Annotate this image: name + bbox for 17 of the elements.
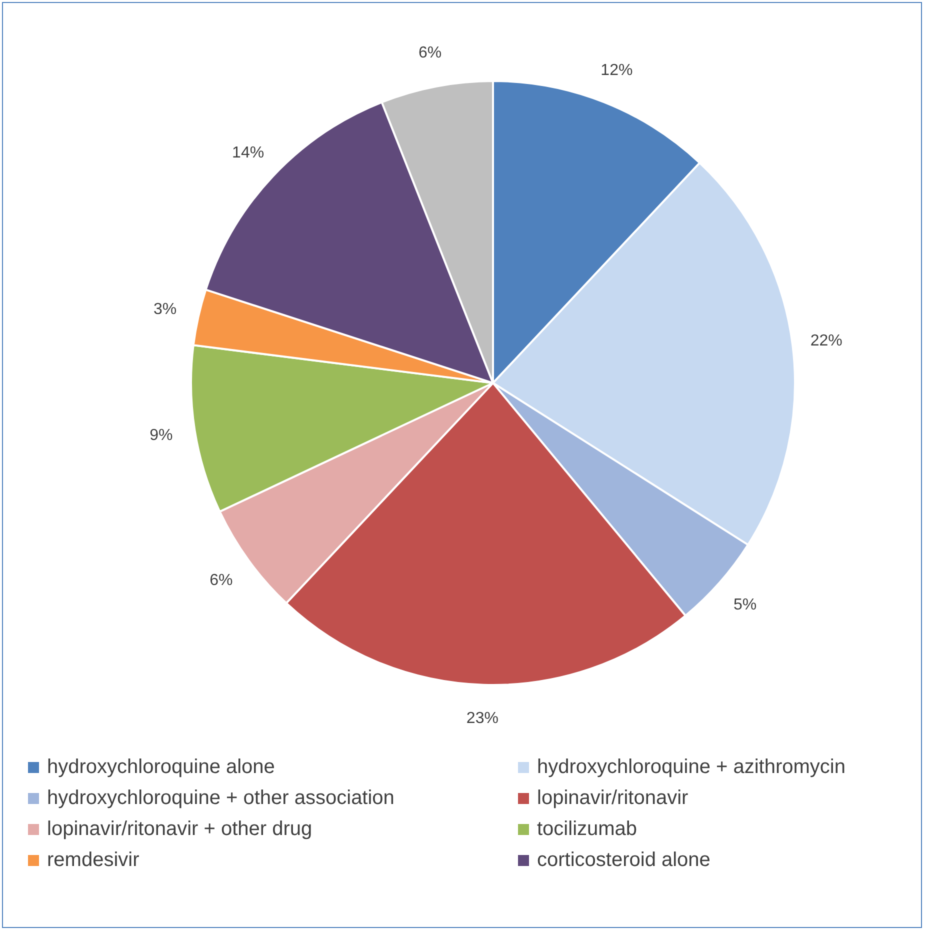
data-label: 9%	[150, 426, 173, 444]
data-label: 3%	[154, 301, 177, 318]
legend-label: hydroxychloroquine alone	[47, 756, 275, 779]
legend-label: hydroxychloroquine + azithromycin	[537, 756, 846, 779]
legend-label: tocilizumab	[537, 818, 638, 841]
data-label: 22%	[810, 332, 842, 350]
data-label: 12%	[600, 62, 633, 79]
legend-label: remdesivir	[47, 849, 140, 872]
data-label: 6%	[418, 44, 442, 62]
legend-label: corticosteroid alone	[537, 849, 710, 872]
legend-label: hydroxychloroquine + other association	[47, 787, 394, 810]
data-label: 23%	[466, 710, 498, 728]
data-label: 14%	[232, 144, 264, 162]
legend-label: lopinavir/ritonavir + other drug	[47, 818, 312, 841]
data-label: 5%	[733, 596, 757, 614]
legend-label: lopinavir/ritonavir	[537, 787, 688, 810]
data-label: 6%	[210, 572, 233, 589]
